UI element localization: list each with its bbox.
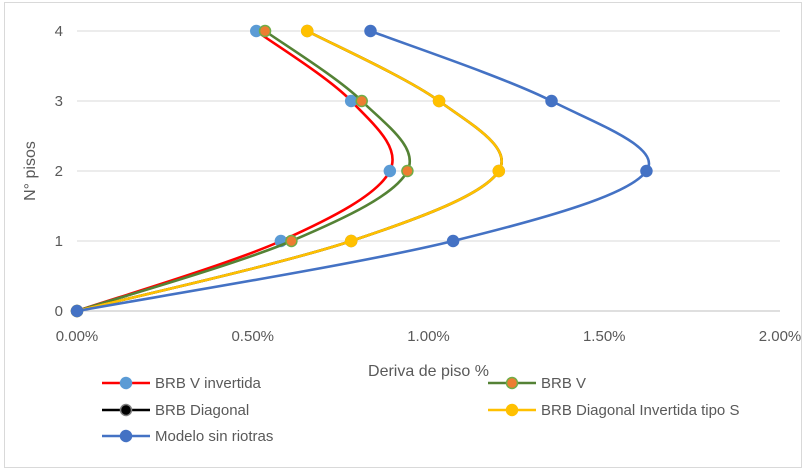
legend-marker [119, 429, 133, 443]
data-point [640, 164, 653, 178]
y-tick-label: 1 [55, 233, 63, 250]
series-line [76, 29, 651, 313]
series-5 [70, 24, 653, 318]
data-point [258, 24, 272, 38]
series-line [76, 29, 503, 313]
x-tick-label: 1.50% [583, 328, 626, 345]
data-point [344, 234, 358, 248]
legend-marker [119, 403, 133, 417]
legend-item: BRB Diagonal [102, 402, 249, 419]
y-tick-label: 3 [55, 93, 63, 110]
legend-label: BRB Diagonal [155, 402, 249, 419]
data-point [401, 164, 414, 178]
data-point [446, 234, 460, 248]
legend-item: BRB V invertida [102, 375, 262, 392]
x-tick-label: 1.00% [407, 328, 450, 345]
y-tick-label: 4 [55, 23, 63, 40]
series-line [76, 29, 411, 313]
legend-label: BRB V [541, 375, 586, 392]
data-point [344, 94, 358, 108]
legend-item: BRB V [488, 375, 586, 392]
chart-area: 0 1 2 3 4 0.00% 0.50% 1.00% 1.50% 2.00% Deriva de … [4, 2, 802, 468]
data-point [355, 94, 368, 108]
series-line [76, 29, 394, 313]
legend-marker [505, 376, 519, 390]
x-tick-label: 0.50% [231, 328, 274, 345]
chart-svg: 0 1 2 3 4 0.00% 0.50% 1.00% 1.50% 2.00% Deriva de … [22, 23, 802, 445]
data-point [70, 304, 84, 318]
legend-marker [119, 376, 133, 390]
series-4 [70, 24, 506, 318]
legend-item: BRB Diagonal Invertida tipo S [488, 402, 739, 419]
data-point [300, 24, 314, 38]
y-tick-label: 0 [55, 303, 63, 320]
y-tick-label: 2 [55, 163, 63, 180]
legend-label: BRB V invertida [155, 375, 262, 392]
x-tick-label: 0.00% [56, 328, 99, 345]
data-point [364, 24, 377, 38]
data-point [383, 164, 397, 178]
x-axis-title: Deriva de piso % [368, 363, 489, 380]
data-point [432, 94, 446, 108]
data-point [545, 94, 558, 108]
legend-marker [505, 403, 519, 417]
legend-label: BRB Diagonal Invertida tipo S [541, 402, 739, 419]
legend-label: Modelo sin riotras [155, 428, 273, 445]
data-point [285, 234, 298, 248]
y-axis-title: N° pisos [22, 141, 39, 201]
legend-item: Modelo sin riotras [102, 428, 273, 445]
x-tick-label: 2.00% [759, 328, 802, 345]
data-point [492, 164, 506, 178]
